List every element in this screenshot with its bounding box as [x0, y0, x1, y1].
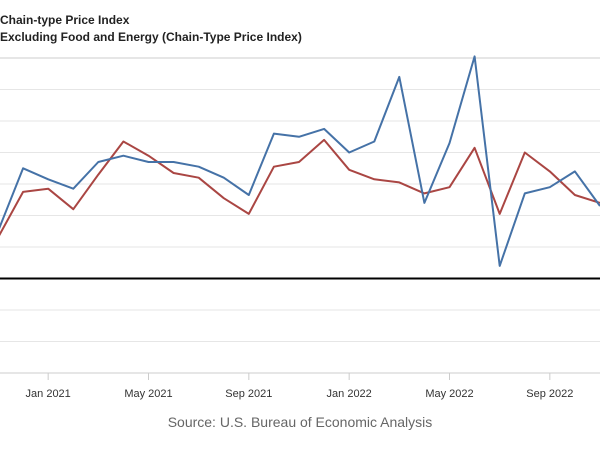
series-lines — [0, 55, 600, 267]
x-tick-label: Jan 2022 — [327, 388, 372, 400]
source-note: Source: U.S. Bureau of Economic Analysis — [167, 414, 433, 430]
legend-item-series-2: Excluding Food and Energy (Chain-Type Pr… — [0, 30, 302, 44]
legend: Chain-type Price Index Excluding Food an… — [0, 12, 302, 46]
x-tick-label: Jan 2021 — [26, 388, 71, 400]
legend-item-series-1: Chain-type Price Index — [0, 13, 130, 27]
grid-lines — [0, 89, 600, 342]
x-tick-label: Sep 2022 — [526, 388, 573, 400]
x-tick-label: May 2021 — [124, 388, 172, 400]
x-axis-ticks: Jan 2021 May 2021 Sep 2021 Jan 2022 May 2022… — [26, 373, 573, 400]
series-line-2 — [0, 138, 600, 237]
series-line-1 — [0, 55, 600, 267]
x-tick-label: May 2022 — [425, 388, 473, 400]
x-tick-label: Sep 2021 — [225, 388, 272, 400]
